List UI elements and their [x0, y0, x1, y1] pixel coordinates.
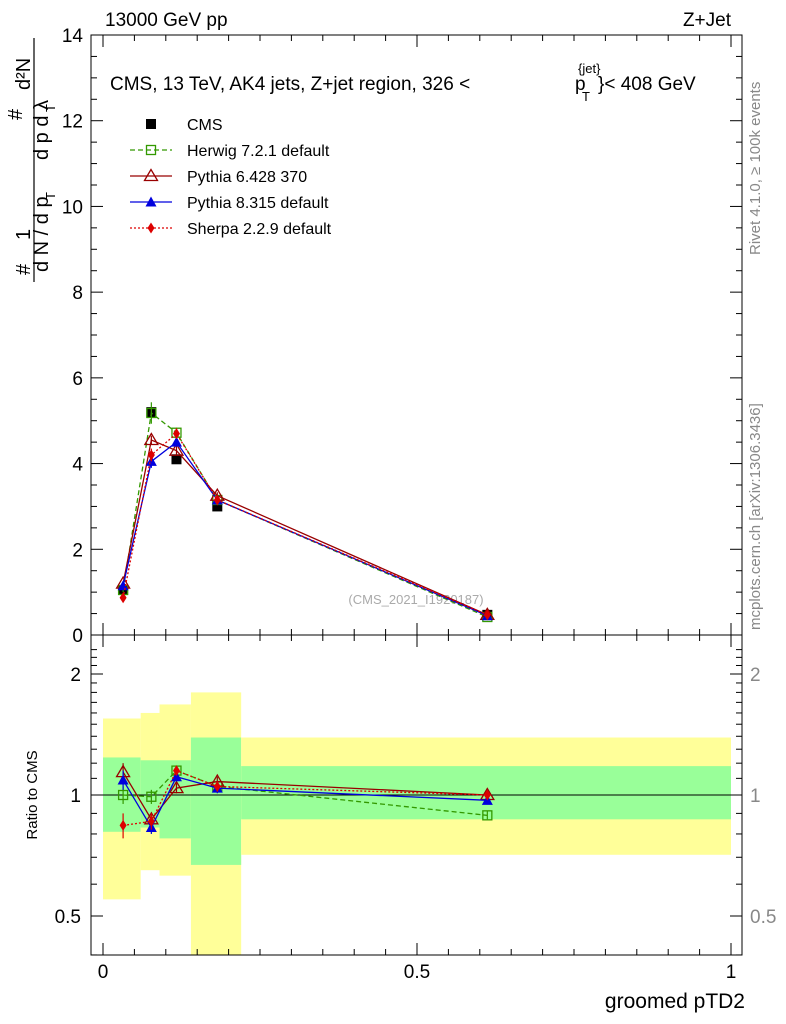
series-cms	[118, 407, 493, 620]
legend: CMS Herwig 7.2.1 default Pythia 6.428 370 P…	[130, 117, 332, 238]
main-y-tick-label: 10	[62, 197, 83, 218]
data-point-open-triangle	[143, 432, 159, 446]
data-point-triangle	[117, 580, 129, 591]
data-point-triangle	[117, 774, 129, 785]
legend-label: Pythia 8.315 default	[187, 195, 329, 212]
analysis-watermark: (CMS_2021_I1920187)	[348, 592, 483, 607]
legend-label: Pythia 6.428 370	[187, 169, 307, 186]
data-point-square	[171, 454, 182, 465]
main-y-tick-label: 8	[72, 283, 83, 304]
data-point-open-triangle	[168, 780, 185, 794]
y-title-hash-1: #	[13, 263, 35, 275]
legend-label: Sherpa 2.2.9 default	[187, 221, 332, 238]
ratio-x-tick-label: 0.5	[404, 962, 430, 983]
series-line	[122, 439, 488, 616]
ratio-y-tick-label-right: 0.5	[750, 907, 776, 928]
data-point-triangle	[170, 771, 182, 782]
legend-item: Sherpa 2.2.9 default	[130, 221, 332, 238]
data-point-diamond	[483, 609, 491, 621]
legend-item: Herwig 7.2.1 default	[130, 143, 330, 160]
data-point-diamond	[147, 449, 155, 461]
data-point-diamond	[119, 592, 127, 604]
y-title-hash-2: #	[5, 108, 27, 120]
ratio-y-tick-label: 0.5	[55, 907, 81, 928]
ratio-y-axis-title: Ratio to CMS	[24, 750, 41, 839]
y-title-dpt-dlambda: d p d λ	[31, 100, 53, 160]
ratio-green-band	[140, 760, 160, 828]
data-point-diamond	[147, 815, 155, 827]
plot-title: CMS, 13 TeV, AK4 jets, Z+jet region, 326…	[110, 61, 696, 104]
plot-title-jet-sup: {jet}	[578, 61, 601, 76]
header-process-label: Z+Jet	[683, 10, 732, 31]
data-point-diamond	[172, 765, 180, 777]
series-line	[122, 432, 488, 616]
main-y-axis: 0 2 4 6 8 10 12 14	[62, 26, 742, 647]
data-point-diamond	[213, 780, 221, 792]
series-sherpa-2-2-9-default	[119, 428, 491, 621]
y-title-t-sub-2: T	[43, 104, 58, 112]
ratio-y-axis: 0.5 0.5 1 1 2 2	[55, 649, 776, 956]
data-point-open-square	[145, 144, 157, 156]
main-y-axis-title: # 1 d N / d p T # d²N d p d λ T	[5, 38, 58, 282]
ratio-green-band	[190, 737, 242, 865]
ratio-series-group	[115, 763, 495, 839]
main-y-tick-label: 6	[72, 369, 83, 390]
series-line	[122, 441, 488, 617]
y-title-t-sub: T	[43, 192, 58, 200]
data-point-open-square	[146, 791, 157, 802]
data-point-diamond	[147, 222, 155, 234]
data-point-diamond	[119, 819, 127, 831]
data-point-diamond	[213, 494, 221, 506]
ratio-x-tick-label: 1	[726, 962, 737, 983]
ratio-y-tick-label-right: 1	[750, 786, 761, 807]
plot-title-pt-sub: T	[582, 89, 590, 104]
ratio-y-tick-label: 1	[70, 786, 81, 807]
legend-label: CMS	[187, 117, 223, 134]
data-point-open-triangle	[143, 168, 159, 182]
ratio-uncertainty-bands	[103, 692, 731, 955]
series-sherpa-2-2-9-default	[119, 765, 491, 839]
plot-title-main: CMS, 13 TeV, AK4 jets, Z+jet region, 326…	[110, 74, 470, 95]
legend-item: Pythia 6.428 370	[130, 168, 307, 186]
y-title-d2n: d²N	[13, 58, 35, 90]
main-y-tick-label: 14	[62, 26, 84, 47]
data-point-open-triangle	[168, 442, 185, 456]
plot-title-end: }< 408 GeV	[598, 74, 696, 95]
data-point-diamond	[483, 789, 491, 801]
ratio-panel: 0.5 0.51 12 2 0 0.5 1	[55, 634, 776, 983]
legend-item: CMS	[146, 117, 223, 134]
ratio-y-tick-label-right: 2	[750, 665, 761, 686]
main-y-tick-label: 4	[72, 455, 83, 476]
legend-item: Pythia 8.315 default	[130, 195, 329, 212]
plot-title-pt: p	[575, 74, 586, 95]
main-y-tick-label: 12	[62, 112, 83, 133]
rivet-version-label: Rivet 4.1.0, ≥ 100k events	[747, 82, 764, 255]
data-point-open-square	[146, 407, 157, 419]
main-x-axis	[102, 35, 732, 635]
data-point-triangle	[170, 436, 182, 447]
data-point-square	[146, 119, 156, 129]
mcplots-label: mcplots.cern.ch [arXiv:1306.3436]	[747, 403, 764, 630]
x-axis-title: groomed pTD2	[605, 990, 745, 1013]
header-energy-label: 13000 GeV pp	[105, 10, 228, 31]
data-point-open-square	[482, 810, 493, 821]
y-title-dn: d N / d p	[31, 196, 53, 272]
ratio-y-tick-label: 2	[70, 665, 81, 686]
data-point-diamond	[172, 428, 180, 440]
data-point-triangle	[145, 196, 157, 207]
data-point-open-square	[117, 789, 129, 801]
main-y-tick-label: 0	[72, 626, 83, 647]
main-y-tick-label: 2	[72, 540, 83, 561]
legend-label: Herwig 7.2.1 default	[187, 143, 330, 160]
ratio-x-axis: 0 0.5 1	[98, 635, 737, 983]
ratio-x-tick-label: 0	[98, 962, 109, 983]
main-panel: 0 2 4 6 8 10 12 14 (CMS_2021_I1920187) CMS, 13 …	[62, 26, 743, 647]
main-series-group	[115, 402, 495, 623]
data-point-square	[212, 501, 223, 512]
y-title-fraction: 1	[13, 229, 35, 240]
